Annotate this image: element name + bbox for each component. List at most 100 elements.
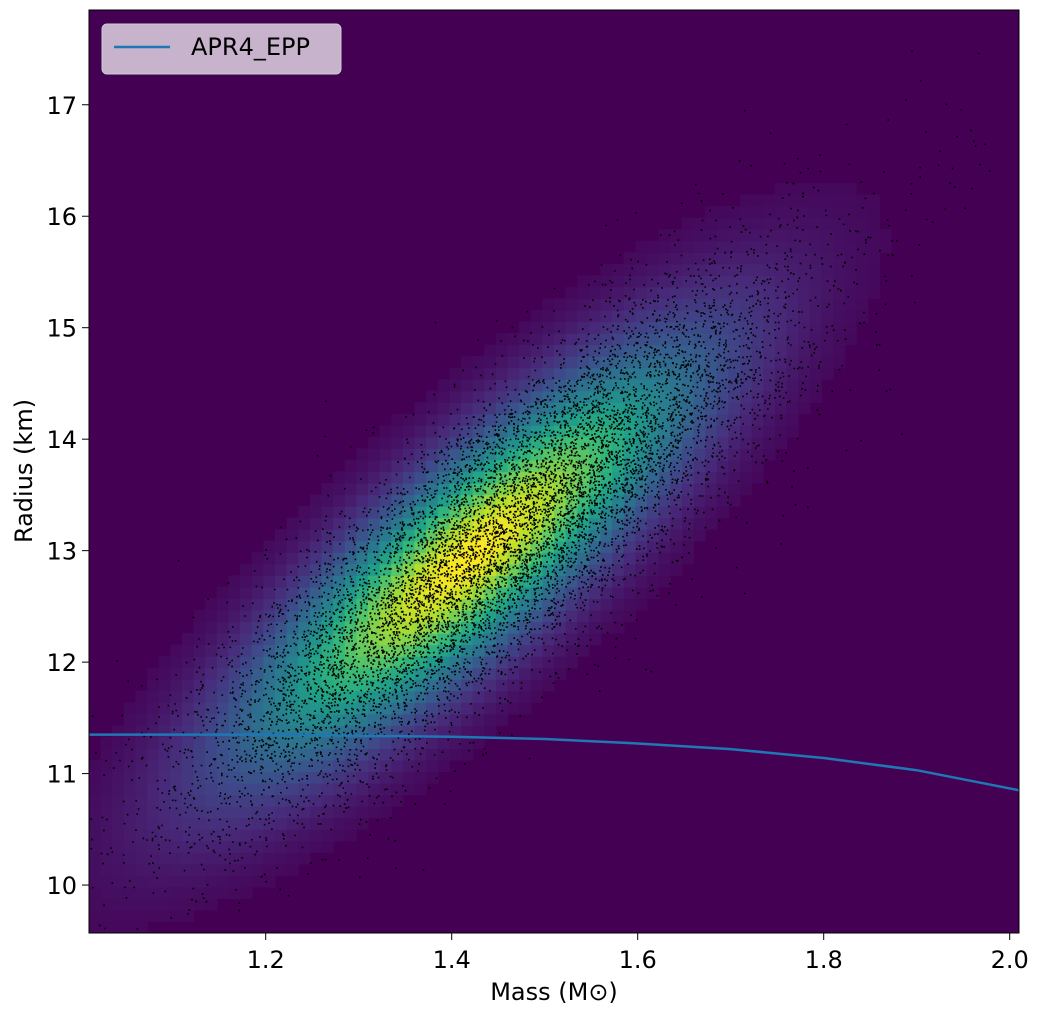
heatmap-cell [786, 344, 799, 357]
heatmap-cell [763, 286, 776, 300]
heatmap-cell [286, 702, 299, 715]
heatmap-cell [170, 875, 183, 888]
heatmap-cell [275, 575, 288, 588]
heatmap-cell [135, 690, 148, 703]
heatmap-cell [530, 540, 543, 553]
heatmap-cell [728, 390, 741, 403]
heatmap-cell [623, 286, 636, 300]
heatmap-cell [763, 344, 776, 357]
heatmap-cell [321, 529, 334, 542]
heatmap-cell [379, 736, 392, 749]
heatmap-cell [554, 390, 567, 403]
heatmap-cell [368, 748, 381, 761]
heatmap-cell [89, 886, 102, 899]
heatmap-cell [333, 783, 346, 796]
heatmap-cell [182, 817, 195, 830]
heatmap-cell [263, 552, 276, 565]
heatmap-cell [635, 540, 648, 553]
heatmap-cell [542, 367, 555, 380]
heatmap-cell [309, 563, 323, 576]
heatmap-cell [542, 344, 555, 357]
heatmap-cell [542, 679, 555, 692]
heatmap-cell [693, 517, 706, 530]
heatmap-cell [751, 263, 764, 276]
heatmap-cell [623, 333, 636, 346]
heatmap-cell [356, 679, 369, 692]
heatmap-cell [379, 540, 392, 553]
heatmap-cell [740, 425, 753, 438]
heatmap-cell [612, 552, 625, 565]
heatmap-cell [275, 667, 288, 680]
heatmap-cell [658, 356, 671, 369]
heatmap-cell [170, 771, 183, 784]
heatmap-cell [763, 379, 776, 392]
heatmap-cell [193, 748, 206, 761]
heatmap-cell [565, 356, 578, 369]
heatmap-cell [774, 217, 788, 230]
heatmap-cell [275, 702, 288, 715]
heatmap-cell [530, 390, 543, 403]
heatmap-cell [170, 748, 183, 761]
heatmap-cell [437, 609, 450, 623]
y-tick-label: 12 [46, 649, 77, 677]
heatmap-cell [542, 459, 555, 473]
heatmap-cell [786, 425, 799, 438]
heatmap-cell [193, 621, 206, 634]
heatmap-cell [193, 656, 206, 669]
heatmap-cell [321, 517, 334, 530]
heatmap-cell [786, 252, 799, 265]
heatmap-cell [472, 702, 485, 715]
heatmap-cell [100, 875, 113, 888]
heatmap-cell [565, 656, 578, 669]
heatmap-cell [530, 529, 543, 542]
heatmap-cell [519, 702, 532, 715]
heatmap-cell [554, 309, 567, 323]
heatmap-cell [798, 379, 811, 392]
heatmap-cell [879, 240, 892, 253]
heatmap-cell [763, 367, 776, 380]
heatmap-cell [251, 656, 264, 669]
heatmap-cell [681, 540, 695, 553]
heatmap-cell [263, 863, 276, 876]
heatmap-cell [740, 263, 753, 276]
heatmap-cell [240, 609, 253, 623]
heatmap-cell [414, 713, 427, 726]
heatmap-cell [484, 552, 497, 565]
heatmap-cell [228, 863, 241, 876]
heatmap-cell [414, 656, 427, 669]
heatmap-cell [205, 633, 218, 646]
x-tick-label: 1.4 [433, 946, 471, 974]
heatmap-cell [798, 286, 811, 300]
heatmap-cell [519, 379, 532, 392]
heatmap-cell [623, 586, 636, 600]
heatmap-cell [519, 621, 532, 634]
heatmap-cell [461, 725, 474, 738]
heatmap-cell [705, 506, 718, 519]
heatmap-cell [740, 344, 753, 357]
heatmap-cell [216, 748, 230, 761]
heatmap-cell [705, 425, 718, 438]
heatmap-cell [123, 771, 137, 784]
heatmap-cell [484, 702, 497, 715]
heatmap-cell [612, 356, 625, 369]
heatmap-cell [600, 333, 613, 346]
heatmap-cell [89, 817, 102, 830]
heatmap-cell [135, 875, 148, 888]
heatmap-cell [321, 736, 334, 749]
heatmap-cell [216, 656, 230, 669]
heatmap-cell [658, 575, 671, 588]
heatmap-cell [356, 702, 369, 715]
heatmap-cell [763, 206, 776, 219]
heatmap-cell [658, 402, 671, 415]
heatmap-cell [577, 286, 590, 300]
heatmap-cell [786, 217, 799, 230]
heatmap-cell [588, 633, 602, 646]
heatmap-cell [751, 309, 764, 323]
heatmap-cell [600, 344, 613, 357]
heatmap-cell [612, 298, 625, 311]
heatmap-cell [774, 413, 788, 426]
heatmap-cell [135, 898, 148, 911]
heatmap-cell [344, 783, 357, 796]
heatmap-cell [240, 667, 253, 680]
heatmap-cell [263, 575, 276, 588]
